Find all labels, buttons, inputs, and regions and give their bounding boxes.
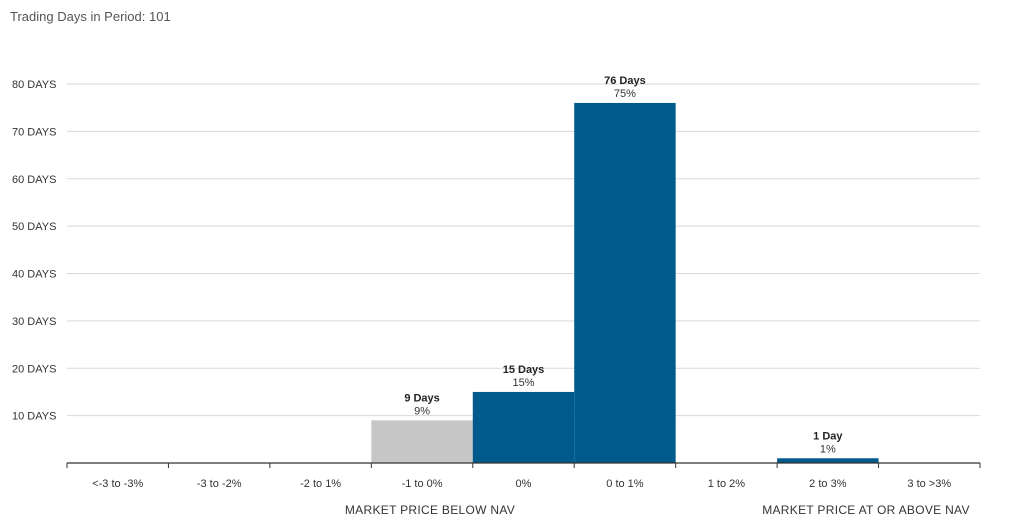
y-tick-label: 40 DAYS xyxy=(12,269,56,281)
y-tick-label: 10 DAYS xyxy=(12,411,56,423)
bars xyxy=(371,102,879,463)
x-tick-label: -3 to -2% xyxy=(197,478,242,490)
y-tick-label: 50 DAYS xyxy=(12,221,56,233)
bar-percent-label: 9% xyxy=(414,405,430,417)
bar-days-label: 1 Day xyxy=(813,430,843,442)
bar-percent-label: 1% xyxy=(820,443,836,455)
bar xyxy=(472,391,575,463)
bar-days-label: 9 Days xyxy=(404,392,439,404)
bar xyxy=(777,458,879,463)
trading-days-label: Trading Days in Period: xyxy=(10,9,146,24)
bar xyxy=(371,420,473,463)
x-tick-label: 2 to 3% xyxy=(809,478,847,490)
x-tick-label: -2 to 1% xyxy=(300,478,341,490)
y-tick-label: 80 DAYS xyxy=(12,79,56,91)
x-tick-label: 0% xyxy=(516,478,532,490)
y-tick-label: 60 DAYS xyxy=(12,174,56,186)
trading-days-value: 101 xyxy=(148,9,171,24)
y-axis: 10 DAYS 20 DAYS 30 DAYS 40 DAYS 50 DAYS 60 DA… xyxy=(12,79,56,423)
y-tick-label: 70 DAYS xyxy=(12,126,56,138)
x-tick-label: -1 to 0% xyxy=(402,478,443,490)
bar xyxy=(574,102,676,463)
x-tick-label: 3 to >3% xyxy=(907,478,951,490)
y-tick-label: 20 DAYS xyxy=(12,363,56,375)
bar-percent-label: 75% xyxy=(614,88,636,100)
y-tick-label: 30 DAYS xyxy=(12,316,56,328)
group-label-below-nav: MARKET PRICE BELOW NAV xyxy=(345,503,515,517)
gridlines xyxy=(67,83,980,417)
x-tick-label: 0 to 1% xyxy=(606,478,644,490)
group-labels: MARKET PRICE BELOW NAV MARKET PRICE AT OR… xyxy=(345,503,970,517)
x-axis: <-3 to -3% -3 to -2% -2 to 1% -1 to 0% 0% 0 t… xyxy=(66,462,981,490)
x-tick-label: <-3 to -3% xyxy=(92,478,143,490)
bar-percent-label: 15% xyxy=(512,377,534,389)
trading-days-summary: Trading Days in Period: 101 xyxy=(10,9,171,24)
bar-days-label: 76 Days xyxy=(604,75,646,87)
x-tick-label: 1 to 2% xyxy=(708,478,746,490)
group-label-above-nav: MARKET PRICE AT OR ABOVE NAV xyxy=(762,503,970,517)
bar-days-label: 15 Days xyxy=(503,364,545,376)
